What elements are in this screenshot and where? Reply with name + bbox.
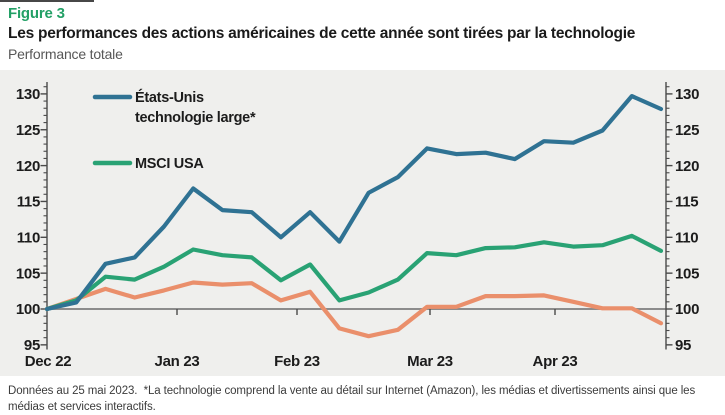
- page-title: Les performances des actions américaines…: [8, 25, 636, 42]
- y-tick-label: 95: [24, 337, 40, 354]
- y-tick-label: 125: [16, 122, 40, 139]
- legend-label-msci-usa: MSCI USA: [135, 156, 204, 172]
- legend-label-etats-unis-technologie-large: États-Unis technologie large*: [135, 89, 256, 126]
- x-tick-label: Mar 23: [407, 353, 453, 370]
- x-tick-label: Apr 23: [533, 353, 578, 370]
- y-tick-label: 130: [16, 86, 40, 103]
- plot-background: [0, 70, 725, 376]
- y-tick-label: 100: [675, 301, 699, 318]
- x-tick-label: Dec 22: [25, 353, 72, 370]
- legend: États-Unis technologie large* MSCI USA: [92, 89, 256, 172]
- header: Figure 3 Les performances des actions am…: [8, 5, 720, 62]
- series-line-unlabeled-series: [44, 280, 664, 339]
- chart-subtitle: Performance totale: [8, 46, 123, 62]
- series-line-etats-unis-technologie-large: [44, 93, 664, 312]
- y-tick-label: 125: [675, 122, 699, 139]
- footnote: Données au 25 mai 2023. *La technologie …: [8, 385, 699, 413]
- y-tick-label: 95: [675, 337, 691, 354]
- y-tick-label: 110: [17, 230, 40, 247]
- x-axis: Dec 22 Jan 23 Feb 23 Mar 23 Apr 23: [25, 309, 578, 370]
- x-tick-label: Jan 23: [155, 353, 200, 370]
- top-rule: [0, 0, 94, 2]
- y-tick-label: 120: [675, 158, 699, 175]
- y-tick-label: 105: [675, 265, 699, 282]
- y-axis-right: 130 125 120 115 110 105 100 95: [665, 82, 699, 354]
- y-tick-label: 110: [675, 230, 698, 247]
- y-tick-label: 115: [675, 194, 698, 211]
- figure-label: Figure 3: [8, 5, 65, 22]
- x-tick-label: Feb 23: [274, 353, 320, 370]
- series-line-msci-usa: [44, 233, 664, 312]
- y-tick-label: 120: [16, 158, 40, 175]
- y-tick-label: 115: [17, 194, 40, 211]
- y-tick-label: 130: [675, 86, 699, 103]
- y-axis-left: 130 125 120 115 110 105 100 95: [16, 82, 48, 354]
- y-tick-label: 100: [16, 301, 40, 318]
- y-tick-label: 105: [16, 265, 40, 282]
